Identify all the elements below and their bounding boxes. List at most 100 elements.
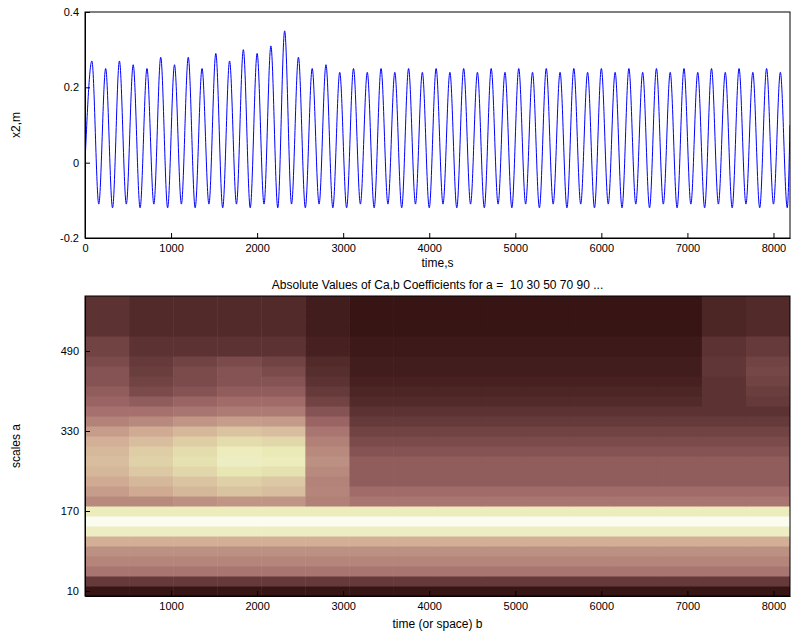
tick: 1000 [159, 233, 183, 254]
heat-cell [526, 356, 571, 367]
heat-cell [173, 296, 218, 307]
heat-cell [393, 566, 438, 577]
heat-cell [614, 416, 659, 427]
heat-cell [217, 426, 262, 437]
tick: 1000 [159, 591, 183, 612]
heat-cell [614, 476, 659, 487]
heat-cell [173, 476, 218, 487]
heat-cell [746, 346, 790, 357]
heat-cell [393, 336, 438, 347]
heat-cell [746, 336, 790, 347]
heat-cell [570, 526, 615, 537]
heat-cell [526, 406, 571, 417]
tick: 170 [61, 505, 90, 517]
heat-cell [658, 566, 703, 577]
heat-cell [702, 586, 747, 596]
heat-cell [746, 376, 790, 387]
heat-cell [702, 436, 747, 447]
heat-cell [438, 386, 483, 397]
heat-cell [85, 536, 130, 547]
x-axis-title: time (or space) b [392, 617, 482, 631]
heat-cell [570, 426, 615, 437]
tick-label: 10 [67, 585, 79, 597]
heat-cell [614, 506, 659, 517]
heat-cell [482, 556, 527, 567]
heat-cell [85, 346, 130, 357]
heat-cell [614, 426, 659, 437]
heat-cell [482, 336, 527, 347]
tick-mark [171, 233, 172, 238]
heat-cell [658, 456, 703, 467]
heat-cell [393, 366, 438, 377]
heat-cell [526, 436, 571, 447]
tick: -0.2 [60, 232, 90, 244]
heat-cell [702, 306, 747, 317]
heat-cell [482, 536, 527, 547]
tick-label: 3000 [331, 600, 355, 612]
heat-cell [482, 516, 527, 527]
heat-cell [217, 516, 262, 527]
tick-label: 0.2 [64, 81, 79, 93]
tick-mark [343, 233, 344, 238]
tick-mark [773, 233, 774, 238]
heat-cell [438, 416, 483, 427]
heat-cell [614, 356, 659, 367]
heat-cell [129, 566, 174, 577]
tick-mark [429, 233, 430, 238]
heat-cell [614, 556, 659, 567]
heat-cell [570, 366, 615, 377]
heat-cell [305, 566, 350, 577]
heat-cell [261, 416, 306, 427]
tick: 3000 [331, 591, 355, 612]
heat-cell [746, 306, 790, 317]
heat-cell [702, 346, 747, 357]
heat-cell [217, 586, 262, 596]
heat-cell [614, 386, 659, 397]
heat-cell [702, 546, 747, 557]
heat-cell [173, 506, 218, 517]
heat-cell [217, 506, 262, 517]
heat-cell [438, 446, 483, 457]
tick-mark [515, 591, 516, 596]
heat-cell [658, 496, 703, 507]
heat-cell [570, 446, 615, 457]
heat-cell [349, 356, 394, 367]
heat-cell [746, 576, 790, 587]
heat-cell [393, 396, 438, 407]
heat-cell [129, 416, 174, 427]
xticks-axis: 10002000300040005000600070008000 [86, 591, 791, 612]
heat-cell [217, 496, 262, 507]
heat-cell [702, 416, 747, 427]
heat-cell [85, 356, 130, 367]
heat-cell [217, 566, 262, 577]
heat-cell [129, 366, 174, 377]
heat-cell [261, 586, 306, 596]
heat-cell [261, 516, 306, 527]
heat-cell [702, 526, 747, 537]
axis-line [85, 297, 86, 597]
heat-cell [261, 556, 306, 567]
tick-mark [773, 591, 774, 596]
heat-cell [614, 466, 659, 477]
heat-cell [614, 586, 659, 596]
heat-cell [702, 456, 747, 467]
heat-cell [393, 356, 438, 367]
heat-cell [614, 576, 659, 587]
heat-cell [305, 316, 350, 327]
heat-cell [173, 486, 218, 497]
heat-cell [217, 436, 262, 447]
heat-cell [85, 366, 130, 377]
heat-cell [173, 406, 218, 417]
axis-line [85, 13, 86, 239]
heat-cell [614, 396, 659, 407]
heat-cell [305, 386, 350, 397]
heat-cell [482, 486, 527, 497]
heat-cell [526, 506, 571, 517]
heat-cell [393, 546, 438, 557]
heat-cell [570, 406, 615, 417]
heat-cell [129, 496, 174, 507]
heat-cell [173, 356, 218, 367]
heat-cell [261, 496, 306, 507]
heat-cell [349, 326, 394, 337]
heat-cell [349, 496, 394, 507]
